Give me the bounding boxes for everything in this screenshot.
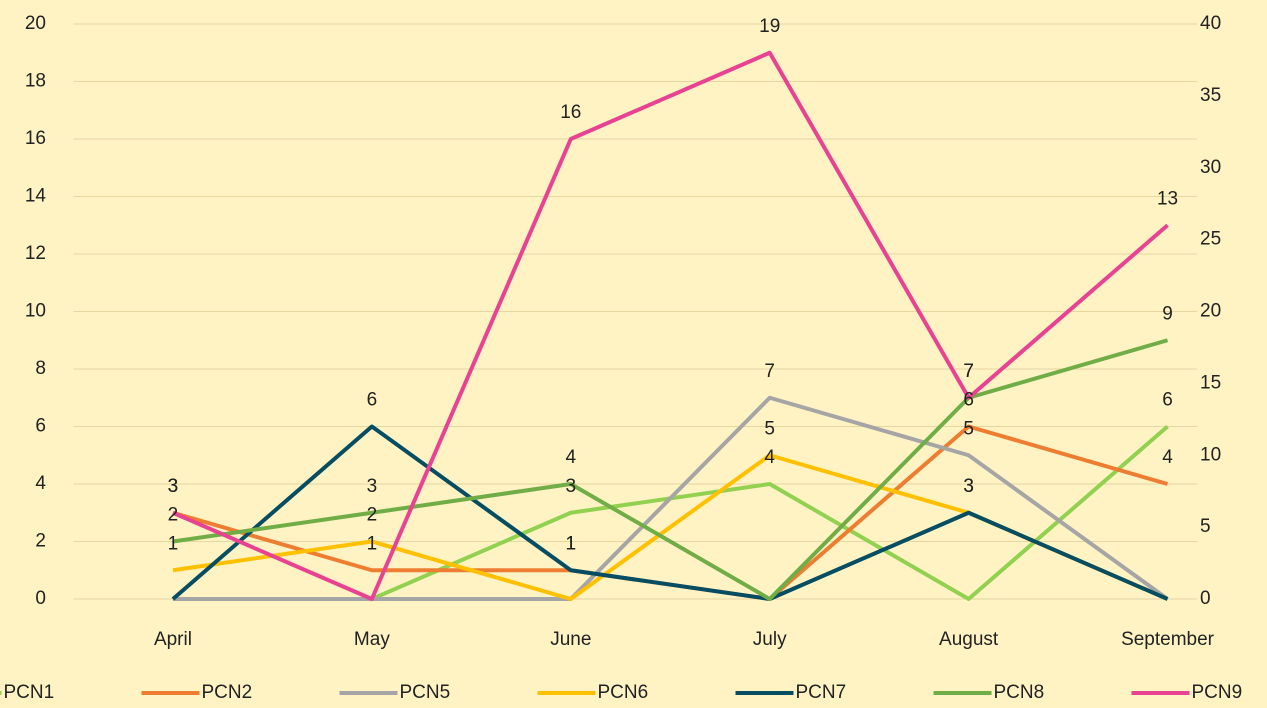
x-tick-label: April: [154, 629, 192, 650]
legend-label: PCN8: [994, 682, 1045, 703]
data-label: 3: [963, 476, 974, 497]
y-tick-label: 14: [25, 186, 47, 207]
x-tick-label: May: [354, 629, 390, 650]
data-label: 1: [566, 533, 577, 554]
data-label: 3: [168, 476, 179, 497]
y-tick-label: 12: [25, 243, 46, 264]
data-label: 4: [566, 447, 577, 468]
data-label: 7: [963, 361, 974, 382]
y2-tick-label: 35: [1200, 85, 1221, 106]
y2-tick-label: 15: [1200, 372, 1221, 393]
data-label: 6: [1162, 390, 1173, 411]
y-tick-label: 20: [25, 13, 46, 34]
x-tick-label: June: [550, 629, 591, 650]
y-tick-label: 18: [25, 71, 46, 92]
y2-tick-label: 20: [1200, 301, 1221, 322]
data-label: 4: [764, 447, 775, 468]
y2-tick-label: 5: [1200, 516, 1211, 537]
data-label: 2: [168, 505, 179, 526]
y-tick-label: 4: [35, 473, 46, 494]
y-tick-label: 6: [35, 416, 46, 437]
data-label: 1: [566, 533, 577, 554]
y-tick-label: 8: [35, 358, 46, 379]
legend-label: PCN1: [4, 682, 55, 703]
data-label: 1: [168, 533, 179, 554]
series-line: [172, 50, 1169, 601]
y2-tick-label: 0: [1200, 588, 1211, 609]
legend-label: PCN9: [1192, 682, 1243, 703]
legend-label: PCN7: [796, 682, 847, 703]
y-tick-label: 2: [35, 531, 46, 552]
series-line: [171, 424, 1169, 601]
x-tick-label: July: [753, 629, 787, 650]
y-tick-label: 16: [25, 128, 46, 149]
data-label: 4: [1162, 447, 1173, 468]
series-line: [172, 338, 1169, 601]
x-tick-label: August: [939, 629, 999, 650]
data-label: 9: [1162, 303, 1173, 324]
y2-tick-label: 10: [1200, 444, 1221, 465]
data-label: 7: [764, 361, 775, 382]
y2-tick-label: 30: [1200, 157, 1221, 178]
data-label: 2: [367, 505, 378, 526]
y-tick-label: 0: [35, 588, 46, 609]
data-label: 3: [963, 476, 974, 497]
legend-label: PCN2: [202, 682, 253, 703]
data-label: 5: [963, 418, 974, 439]
data-label: 6: [367, 390, 378, 411]
y-tick-label: 10: [25, 301, 46, 322]
series-line: [172, 424, 1169, 601]
data-label: 13: [1157, 188, 1178, 209]
data-label: 6: [963, 390, 974, 411]
data-label: 7: [963, 361, 974, 382]
legend-label: PCN6: [598, 682, 649, 703]
data-label: 1: [367, 533, 378, 554]
legend-label: PCN5: [400, 682, 451, 703]
data-label: 19: [759, 16, 780, 37]
data-label: 16: [560, 102, 581, 123]
data-label: 3: [367, 476, 378, 497]
data-label: 3: [168, 476, 179, 497]
y2-tick-label: 25: [1200, 229, 1221, 250]
series-line: [172, 395, 1169, 601]
data-label: 5: [764, 418, 775, 439]
data-label: 3: [566, 476, 577, 497]
series-line: [172, 424, 1169, 601]
x-tick-label: September: [1121, 629, 1215, 650]
y2-tick-label: 40: [1200, 13, 1221, 34]
